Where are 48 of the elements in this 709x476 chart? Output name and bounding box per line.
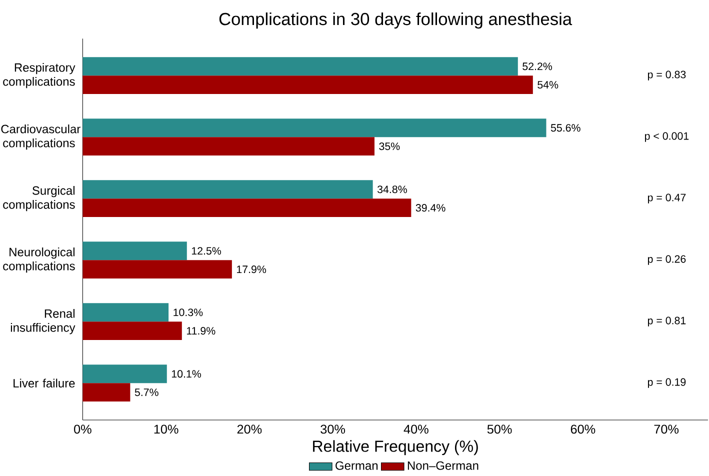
annotation: p < 0.001 <box>645 132 689 142</box>
legend-label: German <box>336 461 378 470</box>
bar <box>82 118 546 138</box>
y-tick-label: Liver failure <box>14 378 75 388</box>
bar <box>82 242 187 260</box>
bar <box>82 322 182 340</box>
y-tick-label: Neurological complications <box>3 247 75 273</box>
x-tick-label: 0% <box>74 424 92 434</box>
y-tick-label: Respiratory complications <box>3 62 76 88</box>
y-tick-label: Surgical complications <box>3 186 75 212</box>
annotation: p = 0.83 <box>648 70 686 80</box>
bar <box>82 303 169 322</box>
annotation: p = 0.19 <box>648 378 686 388</box>
bar <box>82 180 373 199</box>
x-tick-label: 20% <box>237 424 262 434</box>
data-label: 12.5% <box>192 247 222 255</box>
x-tick-label: 70% <box>654 424 679 434</box>
y-tick-label: Renal insufficiency <box>10 309 76 334</box>
bar <box>82 137 374 156</box>
annotation: p = 0.47 <box>648 194 686 204</box>
data-label: 10.3% <box>174 308 203 316</box>
bar <box>82 260 232 279</box>
x-tick-label: 10% <box>154 424 178 434</box>
bar <box>82 364 167 384</box>
chart-title: Complications in 30 days following anesthesia <box>219 12 572 29</box>
data-label: 54% <box>538 81 558 89</box>
legend-label: Non–German <box>408 461 478 470</box>
data-label: 11.9% <box>186 327 216 335</box>
annotation: p = 0.26 <box>648 255 686 265</box>
x-tick-label: 30% <box>320 424 346 434</box>
data-label: 35% <box>379 142 400 150</box>
bar <box>82 383 130 402</box>
data-label: 39.4% <box>416 204 446 212</box>
x-axis-title: Relative Frequency (%) <box>313 440 478 456</box>
x-tick-label: 60% <box>570 424 596 434</box>
data-label: 52.2% <box>522 62 552 70</box>
data-label: 5.7% <box>134 388 158 396</box>
data-label: 17.9% <box>237 266 266 274</box>
annotation: p = 0.81 <box>648 316 686 326</box>
bar <box>82 76 533 94</box>
y-tick-label: Cardiovascular complications <box>1 124 80 150</box>
data-label: 34.8% <box>377 186 407 194</box>
x-tick-label: 50% <box>487 424 512 434</box>
bar <box>82 198 412 218</box>
data-label: 10.1% <box>172 370 201 378</box>
x-tick-label: 40% <box>404 424 428 434</box>
bar <box>82 57 518 76</box>
data-label: 55.6% <box>550 124 580 132</box>
